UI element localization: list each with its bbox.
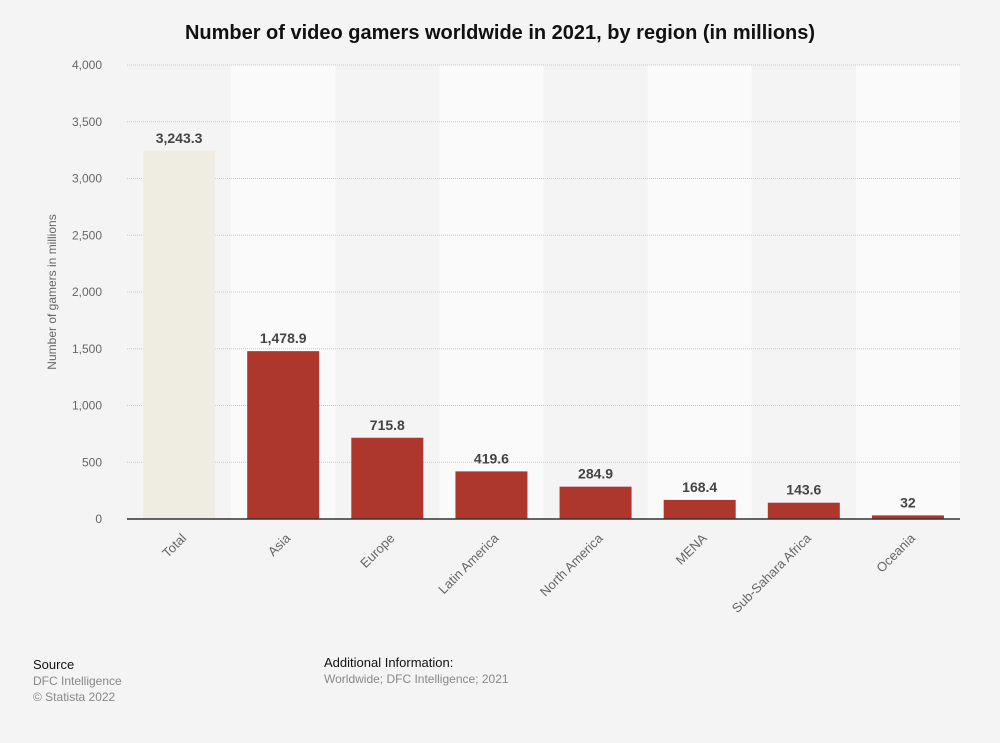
x-tick-label: MENA [673,530,710,567]
x-tick-label: Sub-Sahara Africa [729,530,815,616]
y-tick-label: 3,500 [72,115,102,129]
data-label: 715.8 [370,417,405,433]
x-tick-label: Total [159,530,189,560]
x-tick-label: Europe [357,531,397,571]
y-tick-label: 2,500 [72,228,102,242]
y-tick-label: 2,000 [72,285,102,299]
data-label: 419.6 [474,450,509,466]
data-label: 284.9 [578,466,613,482]
y-tick-label: 1,500 [72,342,102,356]
x-tick-label: Asia [265,530,294,559]
bar [559,486,632,519]
data-label: 32 [900,494,916,510]
bar [663,499,736,519]
source-text[interactable]: DFC Intelligence [33,674,122,688]
bar [767,502,840,519]
chart-title: Number of video gamers worldwide in 2021… [184,22,816,44]
y-tick-label: 4,000 [72,58,102,72]
data-label: 1,478.9 [260,330,307,346]
bar [351,437,424,519]
data-label: 3,243.3 [156,130,203,146]
x-tick-label: Latin America [435,530,502,597]
bar [143,150,216,520]
y-tick-label: 500 [82,455,102,469]
source-heading: Source [33,657,75,672]
bar [871,515,944,519]
data-label: 168.4 [682,479,717,495]
bar [455,471,528,519]
additional-info-text: Worldwide; DFC Intelligence; 2021 [324,672,509,686]
x-tick-label: Oceania [873,530,918,575]
copyright-text: © Statista 2022 [33,690,116,704]
bar [247,351,320,519]
additional-info-block: Additional Information: Worldwide; DFC I… [324,655,509,686]
source-block: Source DFC Intelligence © Statista 2022 [33,657,122,704]
x-tick-label: North America [537,530,606,599]
data-label: 143.6 [786,482,821,498]
y-tick-label: 3,000 [72,172,102,186]
y-tick-label: 1,000 [72,399,102,413]
additional-info-heading: Additional Information: [324,655,454,670]
y-axis-label: Number of gamers in millions [45,214,59,369]
y-tick-label: 0 [95,512,102,526]
